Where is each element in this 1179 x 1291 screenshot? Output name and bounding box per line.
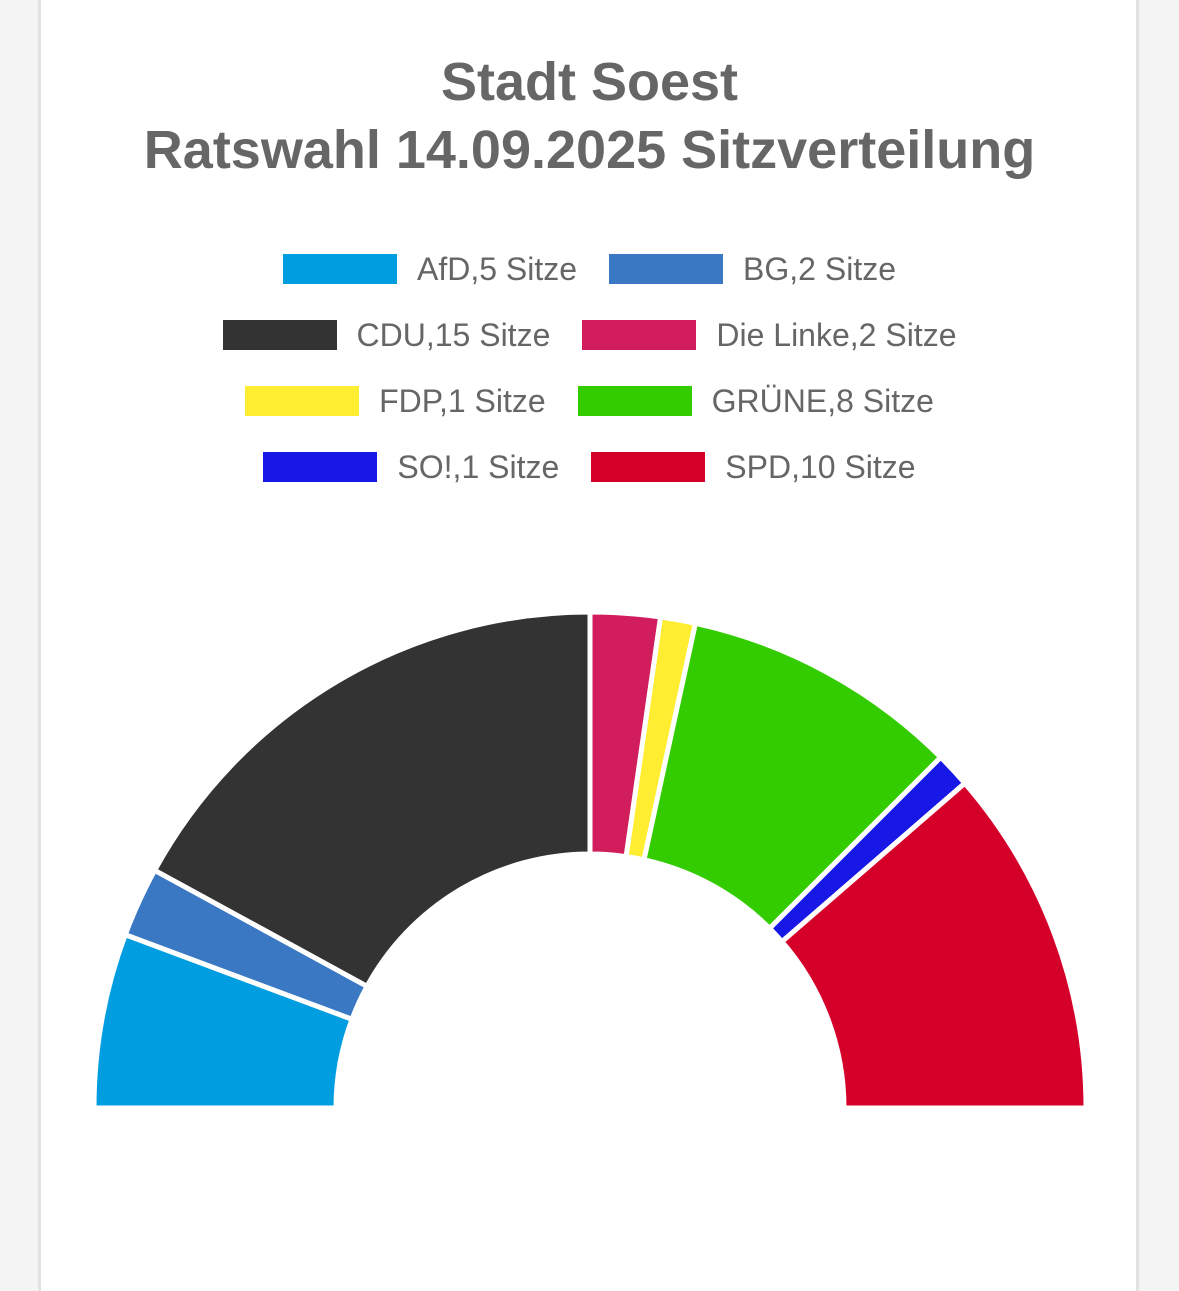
chart-title-line-1: Stadt Soest <box>440 52 739 112</box>
legend-label: SO!,1 Sitze <box>397 448 560 485</box>
legend-swatch <box>591 452 706 482</box>
legend-label: BG,2 Sitze <box>743 250 896 287</box>
legend-item[interactable]: SPD,10 Sitze <box>591 448 916 486</box>
legend-item[interactable]: Die Linke,2 Sitze <box>582 317 956 354</box>
legend-item[interactable]: BG,2 Sitze <box>609 251 896 288</box>
legend-label: Die Linke,2 Sitze <box>716 316 957 353</box>
seat-segment-cdu[interactable] <box>152 609 593 989</box>
legend-swatch <box>282 254 397 284</box>
legend-swatch <box>245 386 360 416</box>
seat-segment-spd[interactable] <box>779 780 1089 1111</box>
chart-legend: AfD,5 Sitze BG,2 Sitze CDU,15 Sitze Die Lin… <box>0 236 1179 500</box>
chart-title-line-2: Ratswahl 14.09.2025 Sitzverteilung <box>143 120 1036 180</box>
legend-swatch <box>609 254 724 284</box>
legend-item[interactable]: SO!,1 Sitze <box>263 449 559 486</box>
legend-item[interactable]: CDU,15 Sitze <box>222 316 551 354</box>
legend-label: FDP,1 Sitze <box>379 382 546 419</box>
legend-item[interactable]: AfD,5 Sitze <box>282 250 578 288</box>
legend-row: CDU,15 Sitze Die Linke,2 Sitze <box>0 302 1179 368</box>
chart-title: Stadt Soest Ratswahl 14.09.2025 Sitzvert… <box>0 48 1179 184</box>
legend-swatch <box>263 452 378 482</box>
legend-swatch <box>582 320 697 350</box>
legend-swatch <box>577 386 692 416</box>
seat-segment-gr-ne[interactable] <box>641 620 944 931</box>
legend-row: AfD,5 Sitze BG,2 Sitze <box>0 236 1179 302</box>
legend-label: GRÜNE,8 Sitze <box>711 382 934 419</box>
legend-swatch <box>222 320 337 350</box>
legend-label: CDU,15 Sitze <box>356 316 551 353</box>
legend-label: AfD,5 Sitze <box>416 250 578 287</box>
legend-row: FDP,1 Sitze GRÜNE,8 Sitze <box>0 368 1179 434</box>
legend-item[interactable]: FDP,1 Sitze <box>245 383 546 420</box>
legend-row: SO!,1 Sitze SPD,10 Sitze <box>0 434 1179 500</box>
legend-label: SPD,10 Sitze <box>725 448 916 485</box>
legend-item[interactable]: GRÜNE,8 Sitze <box>577 382 934 420</box>
